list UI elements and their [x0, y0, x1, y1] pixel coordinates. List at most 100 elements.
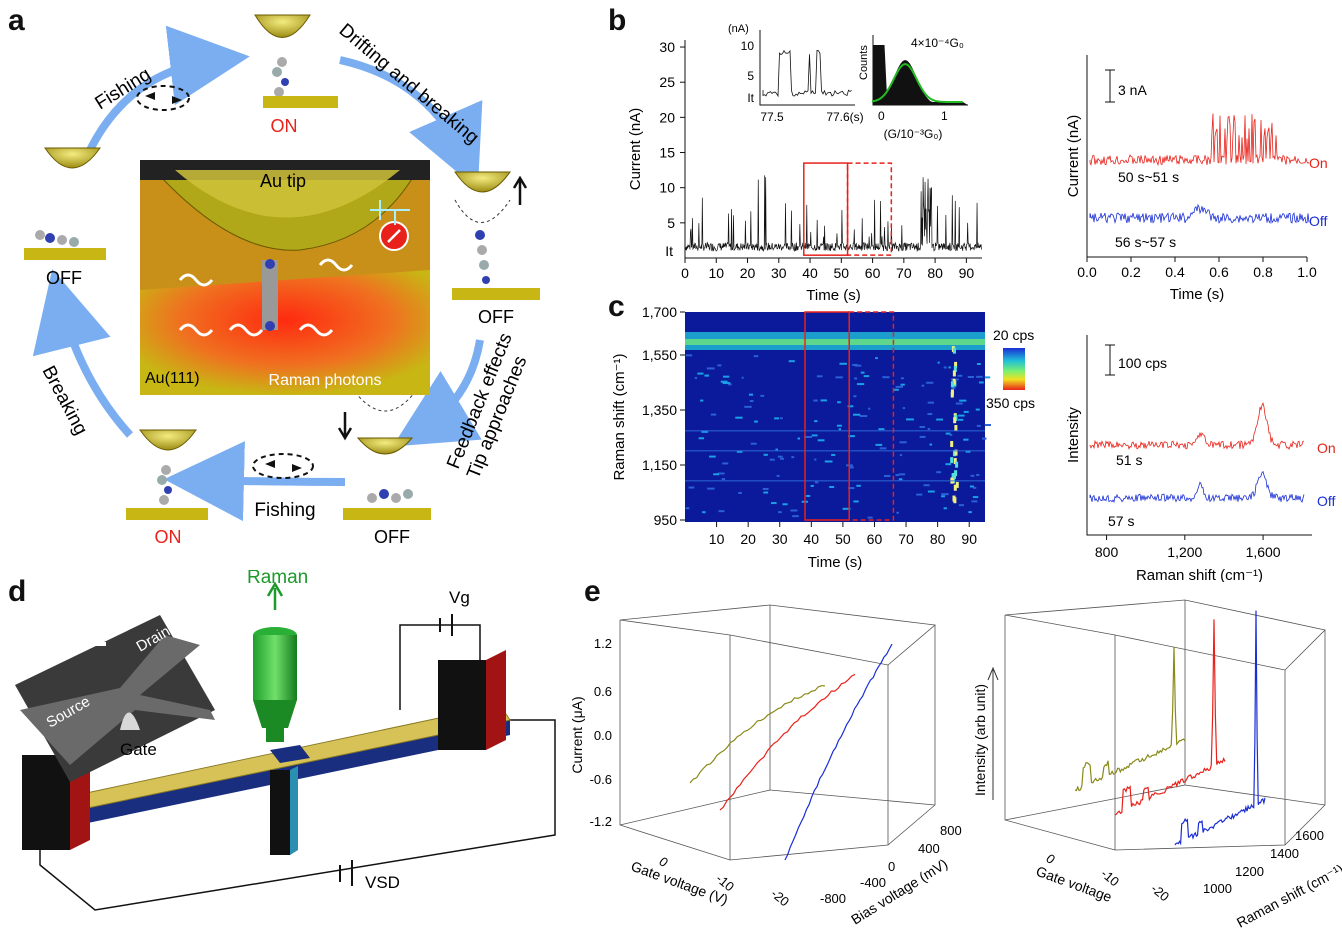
heatmap-cell	[900, 377, 904, 380]
x-tick-label: 1,200	[1167, 544, 1202, 560]
heatmap-cell	[856, 383, 865, 386]
heatmap-cell	[824, 460, 833, 463]
heatmap-cell	[921, 384, 925, 387]
series-annotation: 51 s	[1116, 452, 1142, 468]
heatmap-cell	[750, 442, 757, 445]
label-fishing-bottom: Fishing	[254, 500, 315, 521]
heatmap-cell	[814, 481, 819, 484]
heatmap-cell	[836, 424, 842, 427]
heatmap-cell	[694, 376, 698, 379]
label-raman-photons: Raman photons	[269, 372, 382, 389]
y-axis-label: Current (μA)	[570, 696, 585, 773]
x-tick-label: 1.0	[1297, 264, 1317, 280]
heatmap-cell	[738, 492, 742, 495]
heatmap-cell	[736, 450, 743, 453]
heatmap-cell	[952, 450, 956, 457]
x-tick-label: 60	[865, 265, 881, 281]
heatmap-cell	[688, 486, 695, 489]
y-tick-label: 1,700	[642, 304, 677, 320]
heatmap-cell	[763, 491, 769, 494]
heatmap-cell	[817, 439, 825, 442]
heatmap-line	[685, 430, 985, 432]
heatmap-cell	[919, 435, 926, 438]
au-tip-icon	[139, 429, 197, 451]
heatmap-cell	[950, 457, 954, 464]
x-tick-label: 90	[959, 265, 975, 281]
heatmap-cell	[899, 454, 903, 457]
heatmap-cell	[848, 435, 855, 438]
heatmap-cell	[713, 473, 720, 476]
hist-xtick: 0	[878, 109, 885, 123]
cycle-arrow-left	[32, 268, 133, 438]
heatmap-cell	[782, 503, 788, 506]
molecule-icon	[272, 57, 289, 97]
y-tick-label: 5	[667, 215, 675, 231]
heatmap-cell	[685, 507, 690, 510]
heatmap-cell	[741, 376, 744, 379]
heatmap-cell	[943, 507, 947, 510]
scale-bar	[1105, 69, 1115, 103]
series-on	[1089, 401, 1305, 450]
inset-xtick: 77.6(s)	[826, 110, 863, 124]
au-tip-icon	[356, 437, 414, 455]
x-axis-label: Time (s)	[806, 287, 860, 304]
y-axis-label: Current (nA)	[1065, 115, 1082, 198]
heatmap-cell	[954, 470, 958, 477]
heatmap-cell	[941, 495, 945, 498]
substrate	[343, 508, 431, 520]
substrate	[452, 288, 540, 300]
heatmap-cell	[762, 487, 769, 490]
z-tick-label: 1000	[1203, 881, 1232, 896]
heatmap-cell	[717, 364, 722, 367]
heatmap-cell	[929, 443, 933, 446]
state-off-right: OFF	[478, 307, 514, 327]
heatmap-cell	[878, 428, 885, 431]
x-tick-label: 30	[771, 265, 787, 281]
molecule-icon	[35, 230, 79, 247]
heatmap-cell	[965, 450, 971, 453]
heatmap-cell	[955, 481, 959, 488]
heatmap-band-core	[685, 339, 985, 345]
tip-enhanced-raman-image	[140, 160, 430, 395]
heatmap-cell	[775, 448, 778, 451]
heatmap-cell	[896, 511, 899, 514]
x-tick-label: 90	[961, 531, 977, 547]
heatmap-cell	[958, 504, 964, 507]
heatmap-cell	[953, 417, 957, 424]
heatmap-cell	[709, 455, 716, 458]
box-top	[1004, 599, 1326, 671]
x-axis-label: Time (s)	[808, 554, 862, 571]
panel-letter-d: d	[8, 575, 27, 608]
heatmap-cell	[811, 434, 818, 437]
heatmap-cell	[959, 399, 967, 402]
panel-letter-e: e	[584, 575, 601, 608]
heatmap-cell	[723, 375, 730, 378]
scale-bar-label: 100 cps	[1118, 355, 1167, 371]
heatmap-cell	[981, 437, 987, 440]
raman-spectrum-0	[1074, 646, 1186, 792]
heatmap-cell	[837, 401, 841, 404]
x-tick-label: 0.4	[1165, 264, 1185, 280]
chart-c-right: 800 1,200 1,600 Raman shift (cm⁻¹) Intensity…	[1065, 335, 1336, 582]
cycle-arrow-bottom	[164, 441, 346, 522]
y-tick-label: 1,350	[642, 402, 677, 418]
heatmap-cell	[923, 484, 930, 487]
z-tick-label: 1600	[1295, 828, 1324, 843]
heatmap-cell	[926, 381, 934, 384]
heatmap-cell	[820, 399, 827, 402]
legend-on: On	[1309, 155, 1328, 171]
gaussian-fit	[872, 62, 963, 103]
heatmap-cell	[954, 361, 958, 368]
series-annotation: 50 s~51 s	[1118, 169, 1179, 185]
legend-off: Off	[1309, 213, 1328, 229]
rotation-arrows-icon	[252, 453, 314, 479]
arrow-up-icon	[512, 175, 528, 205]
state-on-top: ON	[271, 116, 298, 136]
heatmap-cell	[898, 478, 903, 481]
heatmap-cell	[778, 511, 782, 514]
heatmap-cell	[883, 475, 891, 478]
heatmap-cell	[753, 355, 759, 358]
heatmap-cell	[948, 366, 951, 369]
heatmap-cell	[839, 362, 847, 365]
heatmap-cell	[859, 415, 868, 418]
